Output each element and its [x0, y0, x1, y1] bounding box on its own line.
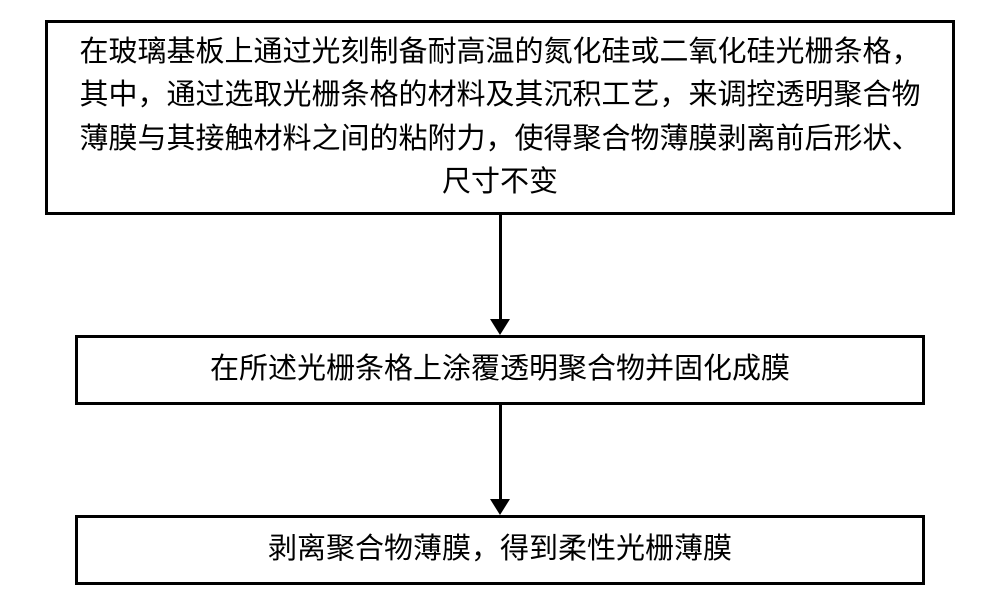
arrow-1-line [499, 215, 502, 319]
flowchart-canvas: 在玻璃基板上通过光刻制备耐高温的氮化硅或二氧化硅光栅条格，其中，通过选取光栅条格… [0, 0, 1000, 597]
flow-step-1-text: 在玻璃基板上通过光刻制备耐高温的氮化硅或二氧化硅光栅条格，其中，通过选取光栅条格… [68, 31, 932, 205]
flow-step-1: 在玻璃基板上通过光刻制备耐高温的氮化硅或二氧化硅光栅条格，其中，通过选取光栅条格… [45, 20, 955, 215]
arrow-1-head [490, 319, 510, 335]
flow-step-3: 剥离聚合物薄膜，得到柔性光栅薄膜 [75, 515, 925, 585]
arrow-2-head [490, 499, 510, 515]
flow-step-3-text: 剥离聚合物薄膜，得到柔性光栅薄膜 [268, 528, 732, 572]
flow-step-2: 在所述光栅条格上涂覆透明聚合物并固化成膜 [75, 335, 925, 405]
flow-step-2-text: 在所述光栅条格上涂覆透明聚合物并固化成膜 [210, 348, 790, 392]
arrow-2-line [499, 405, 502, 499]
